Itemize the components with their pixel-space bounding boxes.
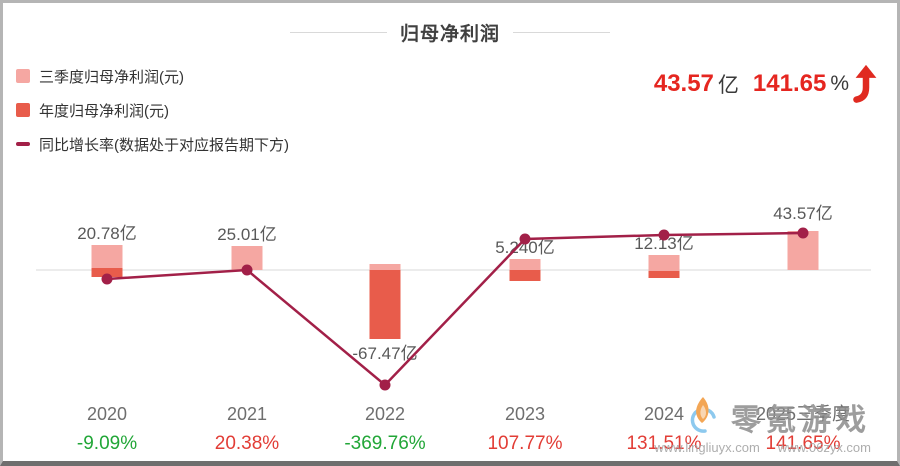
growth-label-2025三季度: 141.65% bbox=[765, 433, 840, 454]
legend-item-growth-rate: 同比增长率(数据处于对应报告期下方) bbox=[16, 134, 289, 154]
value-label-2024: 12.13亿 bbox=[634, 234, 694, 253]
latest-profit-value: 43.57 bbox=[653, 70, 714, 97]
growth-label-2020: -9.09% bbox=[77, 433, 137, 454]
quarter-bar-2023 bbox=[509, 259, 541, 270]
headline-stats: 43.57 亿 141.65 % bbox=[654, 63, 879, 105]
value-label-2022: -67.47亿 bbox=[352, 344, 417, 363]
category-label-2023: 2023 bbox=[505, 404, 545, 424]
legend: 三季度归母净利润(元) 年度归母净利润(元) 同比增长率(数据处于对应报告期下方… bbox=[16, 66, 289, 168]
growth-dot-2023 bbox=[519, 233, 531, 245]
page-title: 归母净利润 bbox=[399, 24, 500, 45]
growth-dot-2025三季度 bbox=[797, 227, 809, 239]
growth-label-2021: 20.38% bbox=[215, 433, 280, 454]
legend-label: 同比增长率(数据处于对应报告期下方) bbox=[39, 136, 289, 154]
value-label-2020: 20.78亿 bbox=[77, 224, 137, 243]
latest-profit-unit: 亿 bbox=[717, 74, 739, 97]
growth-label-2022: -369.76% bbox=[344, 433, 425, 454]
quarter-bar-2022 bbox=[369, 264, 401, 270]
title-rule-left bbox=[289, 32, 387, 33]
legend-label: 三季度归母净利润(元) bbox=[39, 68, 184, 86]
legend-item-quarter-profit: 三季度归母净利润(元) bbox=[16, 66, 289, 86]
growth-label-2024: 131.51% bbox=[626, 433, 701, 454]
category-label-2024: 2024 bbox=[644, 404, 684, 424]
annual-bar-2020 bbox=[91, 268, 123, 277]
value-label-2023: 5.240亿 bbox=[495, 238, 555, 257]
growth-line-swatch-icon bbox=[16, 142, 30, 146]
title-rule-right bbox=[513, 32, 610, 33]
annual-bar-2022 bbox=[369, 270, 401, 339]
quarter-bar-2020 bbox=[91, 245, 123, 270]
category-label-2020: 2020 bbox=[87, 404, 127, 424]
quarter-bar-swatch-icon bbox=[16, 69, 30, 83]
growth-dot-2022 bbox=[379, 379, 391, 391]
growth-label-2023: 107.77% bbox=[487, 433, 562, 454]
category-label-2021: 2021 bbox=[227, 404, 267, 424]
growth-dot-2020 bbox=[101, 273, 113, 285]
growth-dot-2024 bbox=[658, 229, 670, 241]
latest-growth-unit: % bbox=[830, 72, 849, 95]
legend-item-annual-profit: 年度归母净利润(元) bbox=[16, 100, 289, 120]
up-arrow-icon bbox=[853, 64, 877, 103]
annual-bar-2023 bbox=[509, 270, 541, 281]
watermark: 零氪游戏 www.lingliuyx.com www.06zyx.com bbox=[654, 395, 871, 455]
chart-header: 归母净利润 bbox=[3, 19, 897, 46]
growth-rate-line bbox=[106, 231, 804, 387]
category-label-2022: 2022 bbox=[365, 404, 405, 424]
annual-bar-swatch-icon bbox=[16, 103, 30, 117]
watermark-logo-icon bbox=[690, 397, 716, 433]
watermark-url-1: www.lingliuyx.com bbox=[654, 440, 760, 455]
quarter-bar-2024 bbox=[648, 255, 680, 271]
value-label-2025三季度: 43.57亿 bbox=[773, 204, 833, 223]
profit-chart-canvas: 20.78亿 25.01亿 -67.47亿 5.240亿 12.13亿 43.57亿 202… bbox=[36, 204, 871, 454]
watermark-url-2: www.06zyx.com bbox=[777, 440, 871, 455]
category-label-2025三季度: 2025三季度 bbox=[756, 404, 850, 424]
legend-label: 年度归母净利润(元) bbox=[39, 102, 169, 120]
annual-bar-2024 bbox=[648, 271, 680, 278]
growth-dot-2021 bbox=[241, 264, 253, 276]
latest-growth-value: 141.65 bbox=[752, 70, 827, 97]
value-label-2021: 25.01亿 bbox=[217, 225, 277, 244]
watermark-brand: 零氪游戏 bbox=[731, 404, 871, 437]
